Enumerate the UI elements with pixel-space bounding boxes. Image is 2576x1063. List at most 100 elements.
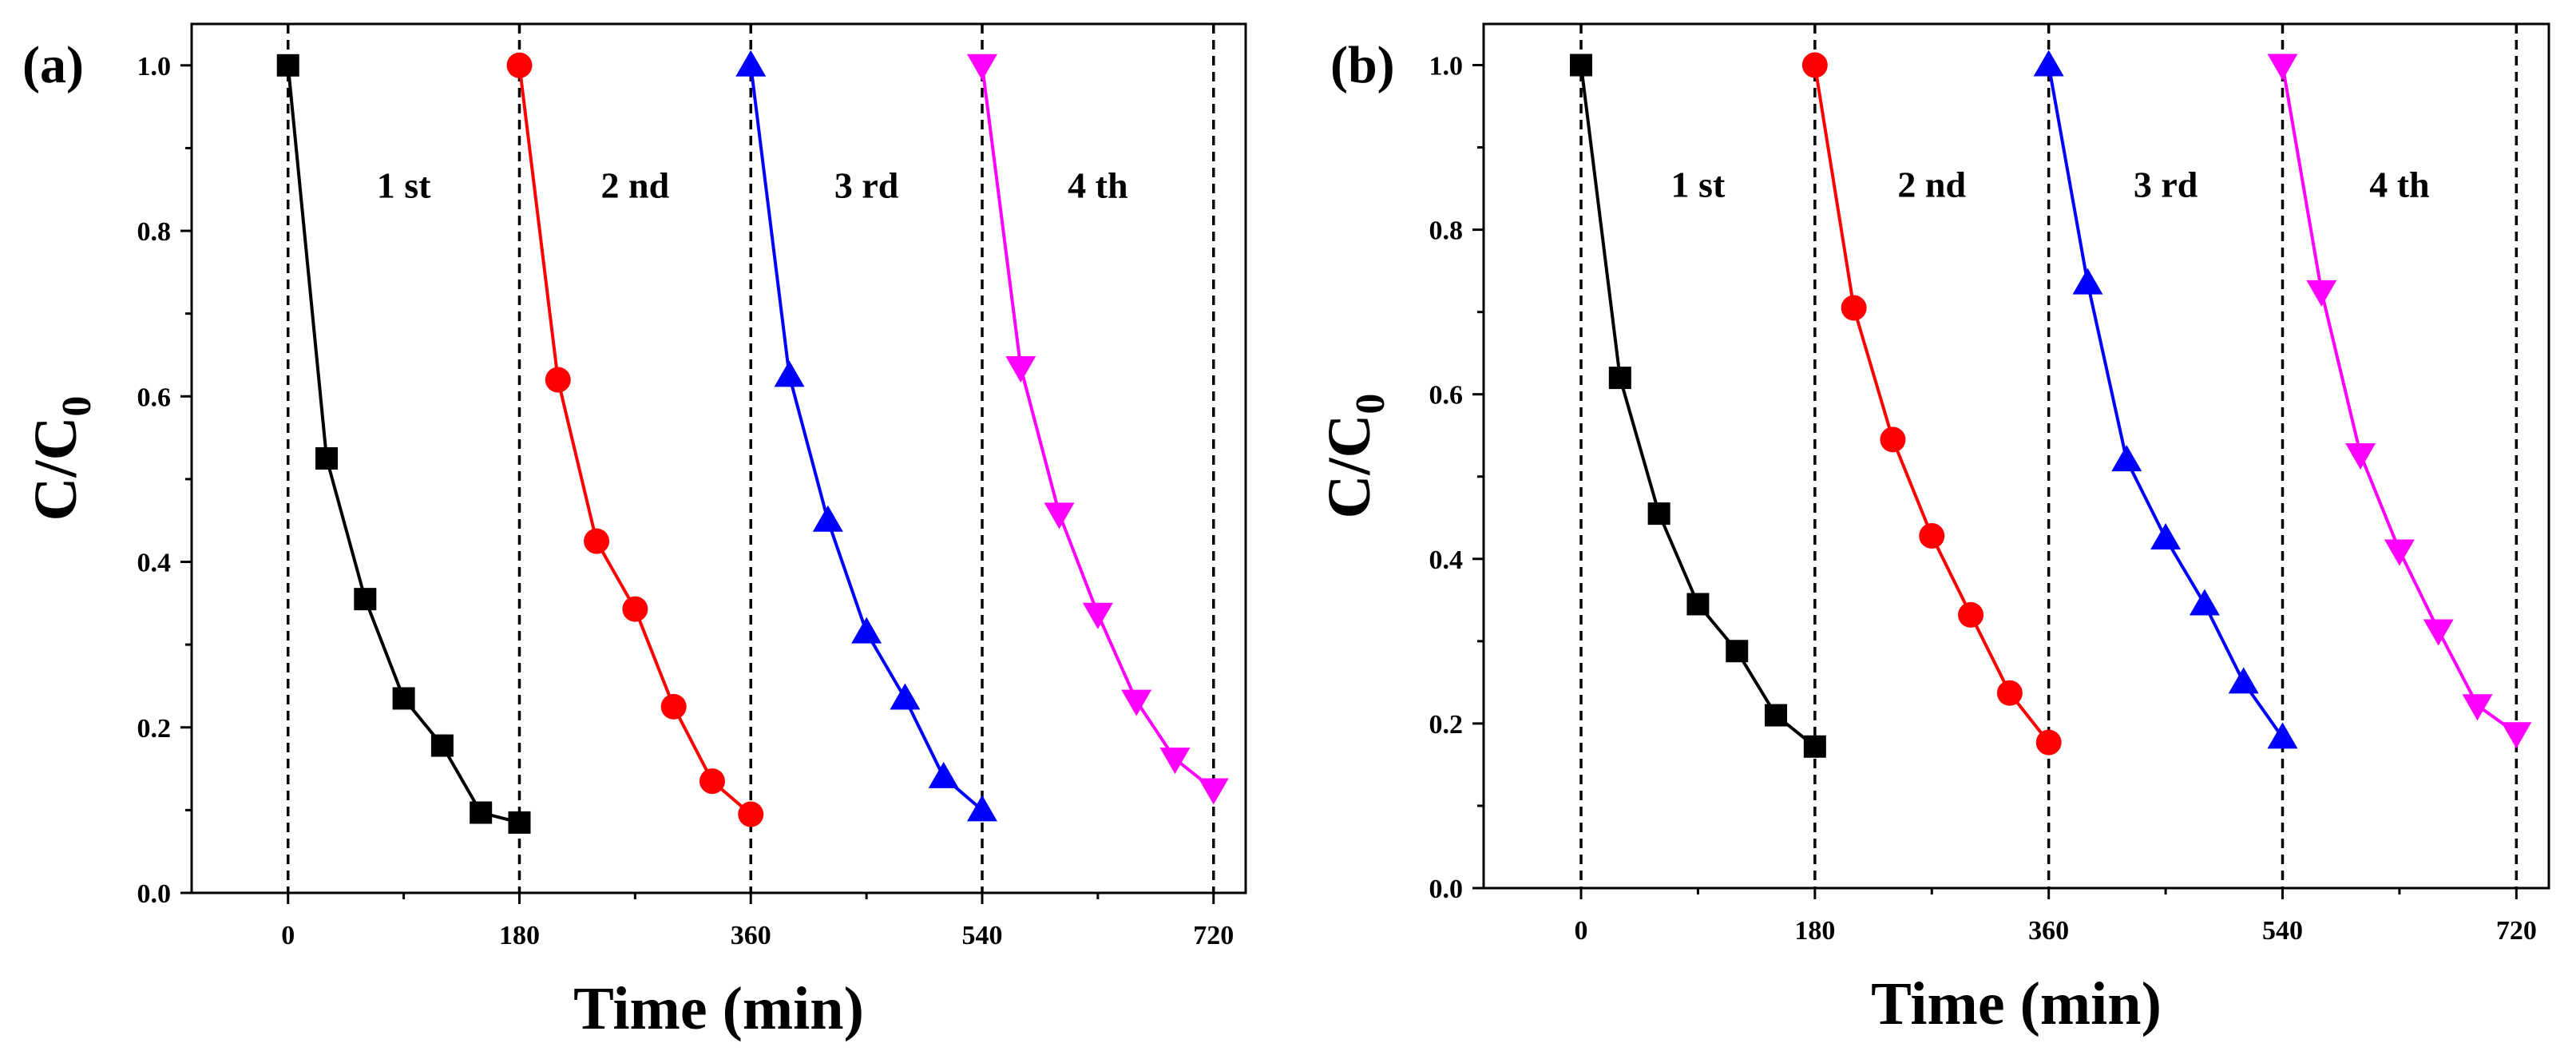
data-point [1159,748,1191,775]
data-point [2462,694,2493,721]
plot-frame [190,22,1247,894]
data-point [738,801,764,827]
data-point [699,768,725,795]
x-tick-label: 360 [2028,916,2069,946]
data-point [735,50,767,77]
y-tick-label: 0.0 [137,879,172,909]
data-point [1841,295,1867,321]
y-tick-label: 1.0 [137,52,172,81]
data-point [2189,589,2220,616]
data-point [851,617,882,644]
x-tick-label: 720 [1193,921,1234,950]
x-tick-label: 180 [1794,916,1835,946]
data-point [1608,367,1631,390]
y-axis-title: C/C0 [22,396,100,522]
data-point [1996,680,2023,706]
x-axis-title: Time (min) [573,975,864,1042]
data-point [2033,50,2064,77]
data-point [928,761,959,788]
data-point [1121,689,1152,716]
data-point [2267,722,2298,749]
data-point [1005,356,1036,383]
data-point [1082,602,1113,629]
data-point [1803,735,1826,758]
y-axis-title-subscript: 0 [1348,394,1393,414]
x-tick-label: 0 [1575,916,1588,946]
data-point [1919,522,1945,549]
chart-panel-b: 0 180 360 540 720 0.0 0.2 0.4 0.6 0.8 1.0 Time (min… [1316,22,2550,1037]
x-tick-label: 540 [962,921,1003,950]
data-point [2111,445,2142,472]
y-axis-title: C/C0 [1316,394,1393,519]
data-point [470,801,493,824]
data-point [584,528,610,554]
data-point [508,811,531,834]
data-point [1726,640,1749,663]
data-point [967,795,997,822]
y-tick-label: 0.8 [137,217,172,247]
panel-label: (a) [22,36,84,94]
x-tick-label: 720 [2496,916,2537,946]
data-point [1801,52,1828,78]
data-point [1765,704,1788,727]
data-point [774,360,805,387]
data-point [315,447,339,470]
y-tick-label: 0.6 [137,383,172,412]
cycle-label: 4 th [2369,164,2429,204]
data-point [967,54,997,81]
x-tick-label: 360 [731,921,771,950]
y-tick-label: 0.0 [1429,875,1464,904]
data-point [1958,601,1984,628]
y-tick-label: 0.8 [1429,216,1464,246]
data-point [392,687,415,710]
data-point [2035,729,2062,756]
data-point [2423,619,2454,646]
data-point [2501,722,2532,749]
y-axis-title-subscript: 0 [54,396,100,417]
data-point [2345,442,2376,470]
cycle-label: 2 nd [601,165,670,206]
cycle-label: 3 rd [2134,164,2198,204]
data-point [1880,426,1906,453]
y-tick-label: 0.2 [137,714,172,744]
cycle-label: 4 th [1068,165,1127,206]
data-point [660,693,687,720]
cycle-label: 1 st [377,165,431,206]
data-point [354,588,377,611]
chart-panel-a: 0 180 360 540 720 0.0 0.2 0.4 0.6 0.8 1.0 Time (min… [22,22,1247,1042]
cycle-label: 1 st [1671,164,1726,204]
x-tick-label: 540 [2262,916,2303,946]
y-tick-label: 0.4 [1429,545,1464,575]
y-tick-label: 0.6 [1429,381,1464,411]
x-tick-label: 0 [281,921,295,950]
data-point [890,683,921,710]
panel-label: (b) [1330,36,1395,94]
data-point [545,367,571,393]
data-point [1686,593,1710,616]
data-point [2306,280,2337,307]
data-point [812,505,843,532]
data-point [1044,502,1075,530]
y-tick-label: 0.2 [1429,710,1464,740]
x-axis-title: Time (min) [1871,970,2162,1037]
data-point [1647,502,1670,526]
data-point [276,54,299,77]
data-point [2267,54,2298,81]
y-tick-label: 0.4 [137,549,172,578]
data-point [2228,667,2259,694]
y-axis-title-main: C/C [22,417,89,522]
cycle-label: 3 rd [834,165,899,206]
data-point [506,52,533,78]
data-point [622,596,648,622]
data-point [2150,523,2182,550]
y-tick-label: 1.0 [1429,52,1464,81]
plot-frame [1482,22,2550,890]
y-axis-title-main: C/C [1316,414,1383,519]
data-point [430,734,454,757]
data-point [2384,539,2415,566]
data-point [1570,54,1593,77]
data-point [1198,778,1229,805]
x-tick-label: 180 [499,921,540,950]
cycle-label: 2 nd [1897,164,1966,204]
